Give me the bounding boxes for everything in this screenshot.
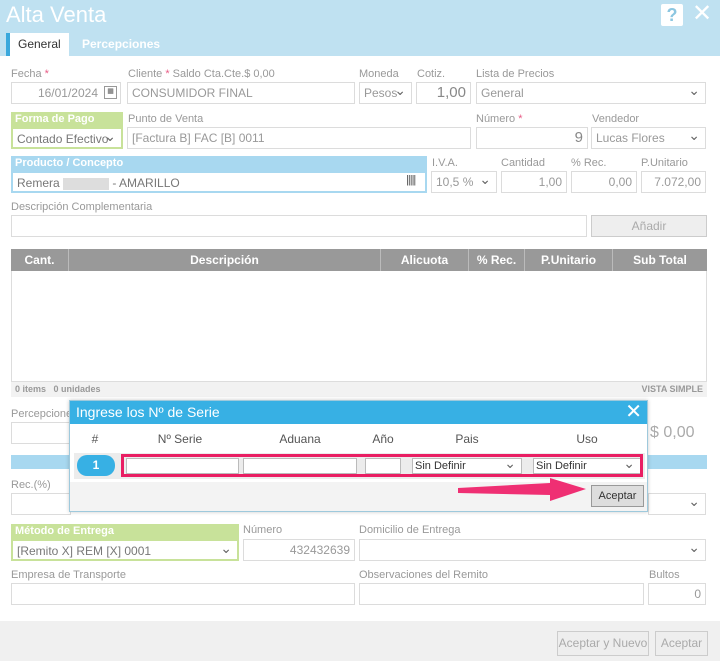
iva-label: I.V.A.	[432, 157, 458, 169]
modal-row-number: 1	[77, 455, 115, 476]
numero-label: Número *	[476, 113, 523, 125]
fecha-input[interactable]: 16/01/2024	[11, 82, 121, 104]
col-punitario[interactable]: P.Unitario	[525, 249, 613, 271]
total-amount: $ 0,00	[650, 424, 695, 441]
highlight-box	[121, 454, 643, 477]
arrow-annotation	[458, 478, 586, 501]
uso-select[interactable]: Sin Definir	[533, 456, 641, 474]
grid-body	[11, 271, 707, 382]
bultos-input[interactable]: 0	[648, 583, 706, 605]
modal-title: Ingrese los Nº de Serie	[70, 401, 647, 424]
rec-pct-input[interactable]	[11, 493, 71, 515]
col-descripcion[interactable]: Descripción	[69, 249, 381, 271]
punto-venta-label: Punto de Venta	[128, 113, 204, 125]
metodo-label: Método de Entrega	[11, 524, 239, 539]
col-rec[interactable]: % Rec.	[469, 249, 525, 271]
title-bar	[0, 0, 720, 33]
vista-simple-link[interactable]: VISTA SIMPLE	[641, 384, 703, 394]
moneda-select[interactable]: Pesos	[359, 82, 412, 104]
fecha-label: Fecha *	[11, 68, 49, 80]
bultos-label: Bultos	[649, 569, 680, 581]
col-alicuota[interactable]: Alicuota	[381, 249, 469, 271]
anadir-button[interactable]: Añadir	[591, 215, 707, 237]
window-title: Alta Venta	[6, 2, 107, 27]
serie-input[interactable]	[126, 458, 239, 474]
calendar-icon[interactable]: ▦	[104, 86, 117, 99]
grid-header: Cant. Descripción Alicuota % Rec. P.Unit…	[11, 249, 707, 271]
numero-input[interactable]: 9	[476, 127, 588, 149]
punitario-input[interactable]: 7.072,00	[641, 171, 706, 193]
col-subtotal[interactable]: Sub Total	[633, 253, 687, 267]
aceptar-button[interactable]: Aceptar	[655, 631, 708, 656]
vendedor-label: Vendedor	[592, 113, 640, 125]
cantidad-input[interactable]: 1,00	[501, 171, 567, 193]
percepciones-label: Percepcione	[11, 408, 73, 420]
rec-label: % Rec.	[571, 157, 607, 169]
grid-footer: 0 items 0 unidades VISTA SIMPLE	[11, 382, 707, 397]
producto-input[interactable]: Remera - AMARILLO	[11, 171, 427, 193]
domicilio-label: Domicilio de Entrega	[359, 524, 461, 536]
lista-select[interactable]: General	[476, 82, 706, 104]
lower-select[interactable]	[648, 493, 706, 515]
domicilio-select[interactable]	[359, 539, 706, 561]
empresa-label: Empresa de Transporte	[11, 569, 126, 581]
modal-aceptar-button[interactable]: Aceptar	[591, 485, 644, 507]
tab-general[interactable]: General	[6, 33, 69, 56]
tab-bar	[0, 33, 720, 56]
vendedor-select[interactable]: Lucas Flores	[591, 127, 706, 149]
forma-pago-select[interactable]: Contado Efectivo	[11, 127, 123, 149]
desc-comp-input[interactable]	[11, 215, 587, 237]
remito-numero-input[interactable]: 432432639	[243, 539, 355, 561]
lista-label: Lista de Precios	[476, 68, 555, 80]
cotiz-label: Cotiz.	[417, 68, 446, 80]
producto-label: Producto / Concepto	[11, 156, 427, 171]
rec-pct-label: Rec.(%)	[11, 479, 51, 491]
mcol-serie: Nº Serie	[157, 432, 203, 446]
empresa-input[interactable]	[11, 583, 355, 605]
help-icon[interactable]: ?	[661, 4, 683, 26]
modal-close-icon[interactable]: ✕	[625, 401, 642, 423]
metodo-select[interactable]: [Remito X] REM [X] 0001	[11, 539, 239, 561]
moneda-label: Moneda	[359, 68, 399, 80]
punitario-label: P.Unitario	[641, 157, 688, 169]
aduana-input[interactable]	[243, 458, 357, 474]
rec-input[interactable]: 0,00	[571, 171, 637, 193]
desc-comp-label: Descripción Complementaria	[11, 201, 153, 213]
mcol-ano: Año	[372, 432, 394, 446]
ano-input[interactable]	[365, 458, 401, 474]
cliente-input[interactable]: CONSUMIDOR FINAL	[127, 82, 355, 104]
remito-numero-label: Número	[243, 524, 283, 536]
punto-venta-input[interactable]: [Factura B] FAC [B] 0011	[127, 127, 471, 149]
cliente-label: Cliente * Saldo Cta.Cte.$ 0,00	[128, 68, 275, 80]
redacted-block	[63, 177, 110, 190]
close-icon[interactable]: ✕	[691, 0, 713, 27]
col-cant[interactable]: Cant.	[11, 249, 69, 271]
pais-select[interactable]: Sin Definir	[412, 456, 522, 474]
cantidad-label: Cantidad	[501, 157, 546, 169]
observaciones-input[interactable]	[359, 583, 644, 605]
mcol-aduana: Aduana	[279, 432, 321, 446]
aceptar-nuevo-button[interactable]: Aceptar y Nuevo	[557, 631, 649, 656]
iva-select[interactable]: 10,5 %	[431, 171, 497, 193]
tab-percepciones[interactable]: Percepciones	[82, 37, 161, 51]
mcol-uso: Uso	[576, 432, 598, 446]
grid-count: 0 items 0 unidades	[15, 384, 101, 394]
barcode-icon[interactable]: |||||	[406, 174, 416, 186]
observaciones-label: Observaciones del Remito	[359, 569, 489, 581]
mcol-pais: Pais	[455, 432, 479, 446]
forma-pago-label: Forma de Pago	[11, 112, 123, 127]
percepciones-input[interactable]	[11, 422, 71, 444]
cotiz-input[interactable]: 1,00	[416, 82, 471, 104]
mcol-num: #	[91, 432, 99, 446]
